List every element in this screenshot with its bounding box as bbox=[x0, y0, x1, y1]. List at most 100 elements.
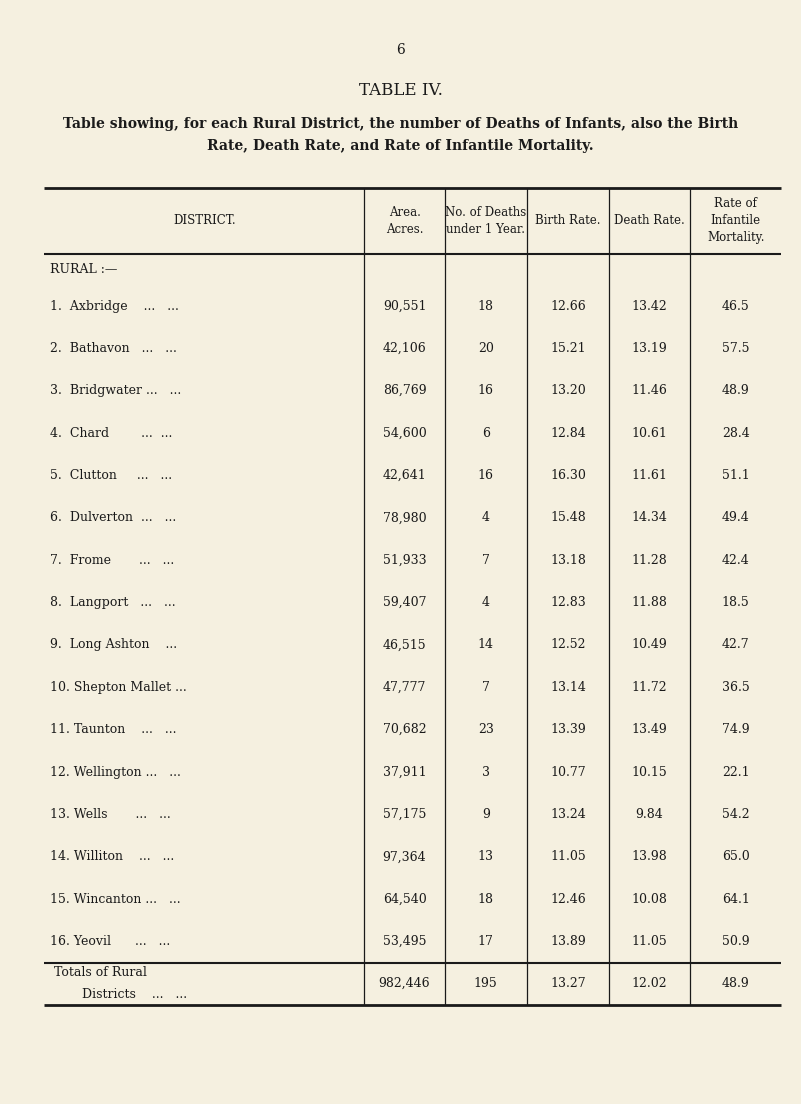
Text: 64,540: 64,540 bbox=[383, 893, 426, 905]
Text: 13.18: 13.18 bbox=[550, 554, 586, 566]
Text: 8.  Langport   ...   ...: 8. Langport ... ... bbox=[50, 596, 176, 609]
Text: 28.4: 28.4 bbox=[722, 426, 750, 439]
Text: DISTRICT.: DISTRICT. bbox=[173, 214, 235, 227]
Text: 11.28: 11.28 bbox=[632, 554, 667, 566]
Text: 9: 9 bbox=[482, 808, 489, 821]
Text: 11.61: 11.61 bbox=[632, 469, 667, 482]
Text: 18: 18 bbox=[478, 893, 493, 905]
Text: 51.1: 51.1 bbox=[722, 469, 750, 482]
Text: 64.1: 64.1 bbox=[722, 893, 750, 905]
Text: 13: 13 bbox=[478, 850, 493, 863]
Text: 10. Shepton Mallet ...: 10. Shepton Mallet ... bbox=[50, 681, 187, 693]
Text: 11.05: 11.05 bbox=[550, 850, 586, 863]
Text: No. of Deaths
under 1 Year.: No. of Deaths under 1 Year. bbox=[445, 205, 526, 236]
Text: 13.89: 13.89 bbox=[550, 935, 586, 948]
Text: 22.1: 22.1 bbox=[722, 765, 750, 778]
Text: 49.4: 49.4 bbox=[722, 511, 750, 524]
Text: 10.08: 10.08 bbox=[632, 893, 667, 905]
Text: 1.  Axbridge    ...   ...: 1. Axbridge ... ... bbox=[50, 299, 179, 312]
Text: 48.9: 48.9 bbox=[722, 977, 750, 990]
Text: 78,980: 78,980 bbox=[383, 511, 426, 524]
Text: 4.  Chard        ...  ...: 4. Chard ... ... bbox=[50, 426, 173, 439]
Text: 16: 16 bbox=[478, 469, 493, 482]
Text: 46,515: 46,515 bbox=[383, 638, 426, 651]
Text: 42.7: 42.7 bbox=[722, 638, 750, 651]
Text: 13.20: 13.20 bbox=[550, 384, 586, 397]
Text: Rate of
Infantile
Mortality.: Rate of Infantile Mortality. bbox=[707, 198, 764, 244]
Text: Death Rate.: Death Rate. bbox=[614, 214, 685, 227]
Text: 3.  Bridgwater ...   ...: 3. Bridgwater ... ... bbox=[50, 384, 182, 397]
Text: 9.  Long Ashton    ...: 9. Long Ashton ... bbox=[50, 638, 178, 651]
Text: 14.34: 14.34 bbox=[632, 511, 667, 524]
Text: 13.14: 13.14 bbox=[550, 681, 586, 693]
Text: 54.2: 54.2 bbox=[722, 808, 750, 821]
Text: 13.49: 13.49 bbox=[632, 723, 667, 736]
Text: 11.46: 11.46 bbox=[632, 384, 667, 397]
Text: 7.  Frome       ...   ...: 7. Frome ... ... bbox=[50, 554, 175, 566]
Text: 5.  Clutton     ...   ...: 5. Clutton ... ... bbox=[50, 469, 172, 482]
Text: 12.52: 12.52 bbox=[550, 638, 586, 651]
Text: 7: 7 bbox=[482, 681, 489, 693]
Text: 4: 4 bbox=[482, 596, 489, 609]
Text: 23: 23 bbox=[478, 723, 493, 736]
Text: 11.05: 11.05 bbox=[632, 935, 667, 948]
Text: 18.5: 18.5 bbox=[722, 596, 750, 609]
Text: 12.84: 12.84 bbox=[550, 426, 586, 439]
Text: 13.24: 13.24 bbox=[550, 808, 586, 821]
Text: 36.5: 36.5 bbox=[722, 681, 750, 693]
Text: 13.98: 13.98 bbox=[632, 850, 667, 863]
Text: 97,364: 97,364 bbox=[383, 850, 426, 863]
Text: 16. Yeovil      ...   ...: 16. Yeovil ... ... bbox=[50, 935, 171, 948]
Text: 14: 14 bbox=[478, 638, 493, 651]
Text: 195: 195 bbox=[474, 977, 497, 990]
Text: 12.02: 12.02 bbox=[632, 977, 667, 990]
Text: 70,682: 70,682 bbox=[383, 723, 426, 736]
Text: 11.72: 11.72 bbox=[632, 681, 667, 693]
Text: 15.21: 15.21 bbox=[550, 342, 586, 354]
Text: 13.42: 13.42 bbox=[632, 299, 667, 312]
Text: 46.5: 46.5 bbox=[722, 299, 750, 312]
Text: Totals of Rural: Totals of Rural bbox=[54, 966, 147, 979]
Text: 6: 6 bbox=[396, 43, 405, 56]
Text: 7: 7 bbox=[482, 554, 489, 566]
Text: 9.84: 9.84 bbox=[636, 808, 663, 821]
Text: 13.39: 13.39 bbox=[550, 723, 586, 736]
Text: 48.9: 48.9 bbox=[722, 384, 750, 397]
Text: 12.83: 12.83 bbox=[550, 596, 586, 609]
Text: RURAL :—: RURAL :— bbox=[50, 263, 118, 276]
Text: TABLE IV.: TABLE IV. bbox=[359, 82, 442, 99]
Text: 10.49: 10.49 bbox=[632, 638, 667, 651]
Text: 37,911: 37,911 bbox=[383, 765, 426, 778]
Text: 14. Williton    ...   ...: 14. Williton ... ... bbox=[50, 850, 175, 863]
Text: 12. Wellington ...   ...: 12. Wellington ... ... bbox=[50, 765, 181, 778]
Text: 3: 3 bbox=[482, 765, 489, 778]
Text: 53,495: 53,495 bbox=[383, 935, 426, 948]
Text: 12.66: 12.66 bbox=[550, 299, 586, 312]
Text: 6.  Dulverton  ...   ...: 6. Dulverton ... ... bbox=[50, 511, 177, 524]
Text: 50.9: 50.9 bbox=[722, 935, 750, 948]
Text: Area.
Acres.: Area. Acres. bbox=[386, 205, 423, 236]
Text: Rate, Death Rate, and Rate of Infantile Mortality.: Rate, Death Rate, and Rate of Infantile … bbox=[207, 139, 594, 152]
Text: 10.61: 10.61 bbox=[632, 426, 667, 439]
Text: 2.  Bathavon   ...   ...: 2. Bathavon ... ... bbox=[50, 342, 177, 354]
Text: 15. Wincanton ...   ...: 15. Wincanton ... ... bbox=[50, 893, 181, 905]
Text: 20: 20 bbox=[478, 342, 493, 354]
Text: 47,777: 47,777 bbox=[383, 681, 426, 693]
Text: 11.88: 11.88 bbox=[632, 596, 667, 609]
Text: 15.48: 15.48 bbox=[550, 511, 586, 524]
Text: 59,407: 59,407 bbox=[383, 596, 426, 609]
Text: 74.9: 74.9 bbox=[722, 723, 750, 736]
Text: 90,551: 90,551 bbox=[383, 299, 426, 312]
Text: 54,600: 54,600 bbox=[383, 426, 426, 439]
Text: 6: 6 bbox=[482, 426, 489, 439]
Text: 12.46: 12.46 bbox=[550, 893, 586, 905]
Text: 13.19: 13.19 bbox=[632, 342, 667, 354]
Text: Districts    ...   ...: Districts ... ... bbox=[66, 988, 187, 1001]
Text: 10.15: 10.15 bbox=[632, 765, 667, 778]
Text: 42,641: 42,641 bbox=[383, 469, 426, 482]
Text: 17: 17 bbox=[478, 935, 493, 948]
Text: 42.4: 42.4 bbox=[722, 554, 750, 566]
Text: 51,933: 51,933 bbox=[383, 554, 426, 566]
Text: 10.77: 10.77 bbox=[550, 765, 586, 778]
Text: 4: 4 bbox=[482, 511, 489, 524]
